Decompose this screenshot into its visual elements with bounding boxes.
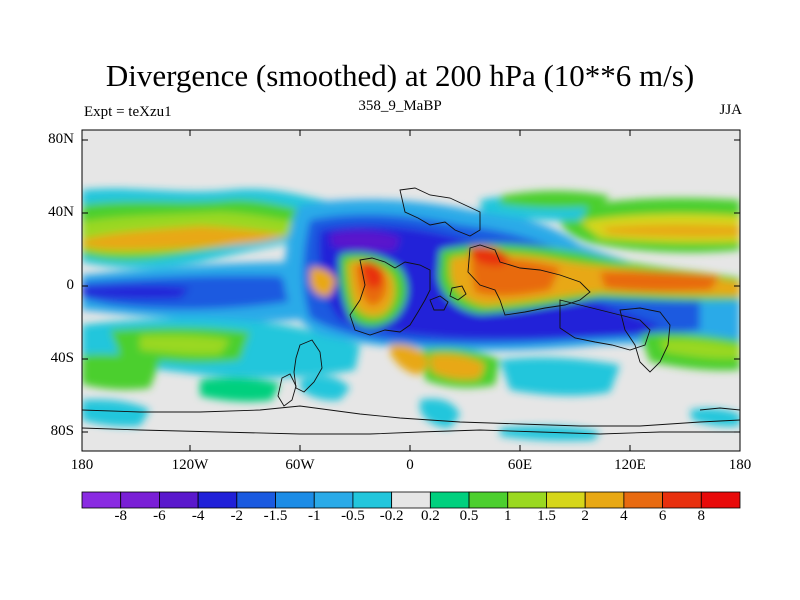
colorbar-swatch <box>391 491 431 509</box>
coastline-outlines <box>82 187 740 435</box>
axis-ticks <box>82 130 740 451</box>
colorbar-swatch <box>507 491 547 509</box>
colorbar-label: -1.5 <box>263 508 288 524</box>
lon-label-180w: 180 <box>70 457 94 473</box>
colorbar-swatch <box>275 491 315 509</box>
lat-label-80n: 80N <box>48 131 74 147</box>
colorbar-label: 2 <box>581 508 589 524</box>
lon-label-60w: 60W <box>285 457 315 473</box>
lat-label-0: 0 <box>66 277 75 293</box>
colorbar-label: 1 <box>504 508 512 524</box>
colorbar-label: -8 <box>114 508 127 524</box>
lon-label-120w: 120W <box>171 457 209 473</box>
lat-label-80s: 80S <box>50 423 74 439</box>
colorbar-swatch <box>236 491 276 509</box>
divergence-field <box>82 188 740 441</box>
colorbar-swatch <box>313 491 354 509</box>
colorbar-swatch <box>468 491 509 509</box>
colorbar-label: 0.5 <box>459 508 479 524</box>
plot-frame <box>81 129 741 452</box>
map-title: Divergence (smoothed) at 200 hPa (10**6 … <box>105 58 695 93</box>
colorbar-label: -0.2 <box>379 508 404 524</box>
colorbar-label: 1.5 <box>537 508 556 524</box>
colorbar-label: 6 <box>658 508 667 524</box>
colorbar-swatch <box>352 491 393 509</box>
colorbar-swatch <box>81 491 122 509</box>
colorbar-label: -2 <box>230 508 244 524</box>
colorbar-label: -4 <box>191 508 205 524</box>
colorbar-label: 8 <box>697 508 706 524</box>
lon-label-120e: 120E <box>614 457 646 473</box>
colorbar-label: 0.2 <box>420 508 440 524</box>
colorbar-swatch <box>700 491 741 509</box>
colorbar-swatch <box>159 491 199 509</box>
experiment-label: Expt = teXzu1 <box>84 104 172 120</box>
subtitle: 358_9_MaBP <box>358 98 442 114</box>
colorbar-label: -0.5 <box>341 508 365 524</box>
colorbar-swatch <box>120 491 160 509</box>
colorbar-swatch <box>197 491 238 509</box>
lat-label-40n: 40N <box>48 204 74 220</box>
colorbar-swatch <box>546 491 586 509</box>
lon-label-0: 0 <box>406 457 414 473</box>
lon-label-60e: 60E <box>507 457 533 473</box>
colorbar-swatch <box>662 491 702 509</box>
colorbar-label: 4 <box>620 508 628 524</box>
colorbar-label: -1 <box>307 508 321 524</box>
colorbar-label: -6 <box>153 508 166 524</box>
lat-label-40s: 40S <box>50 350 74 366</box>
colorbar <box>81 491 741 509</box>
lon-label-180e: 180 <box>728 457 752 473</box>
colorbar-swatch <box>429 491 470 509</box>
season-label: JJA <box>719 102 742 118</box>
colorbar-swatch <box>584 491 625 509</box>
colorbar-swatch <box>623 491 663 509</box>
